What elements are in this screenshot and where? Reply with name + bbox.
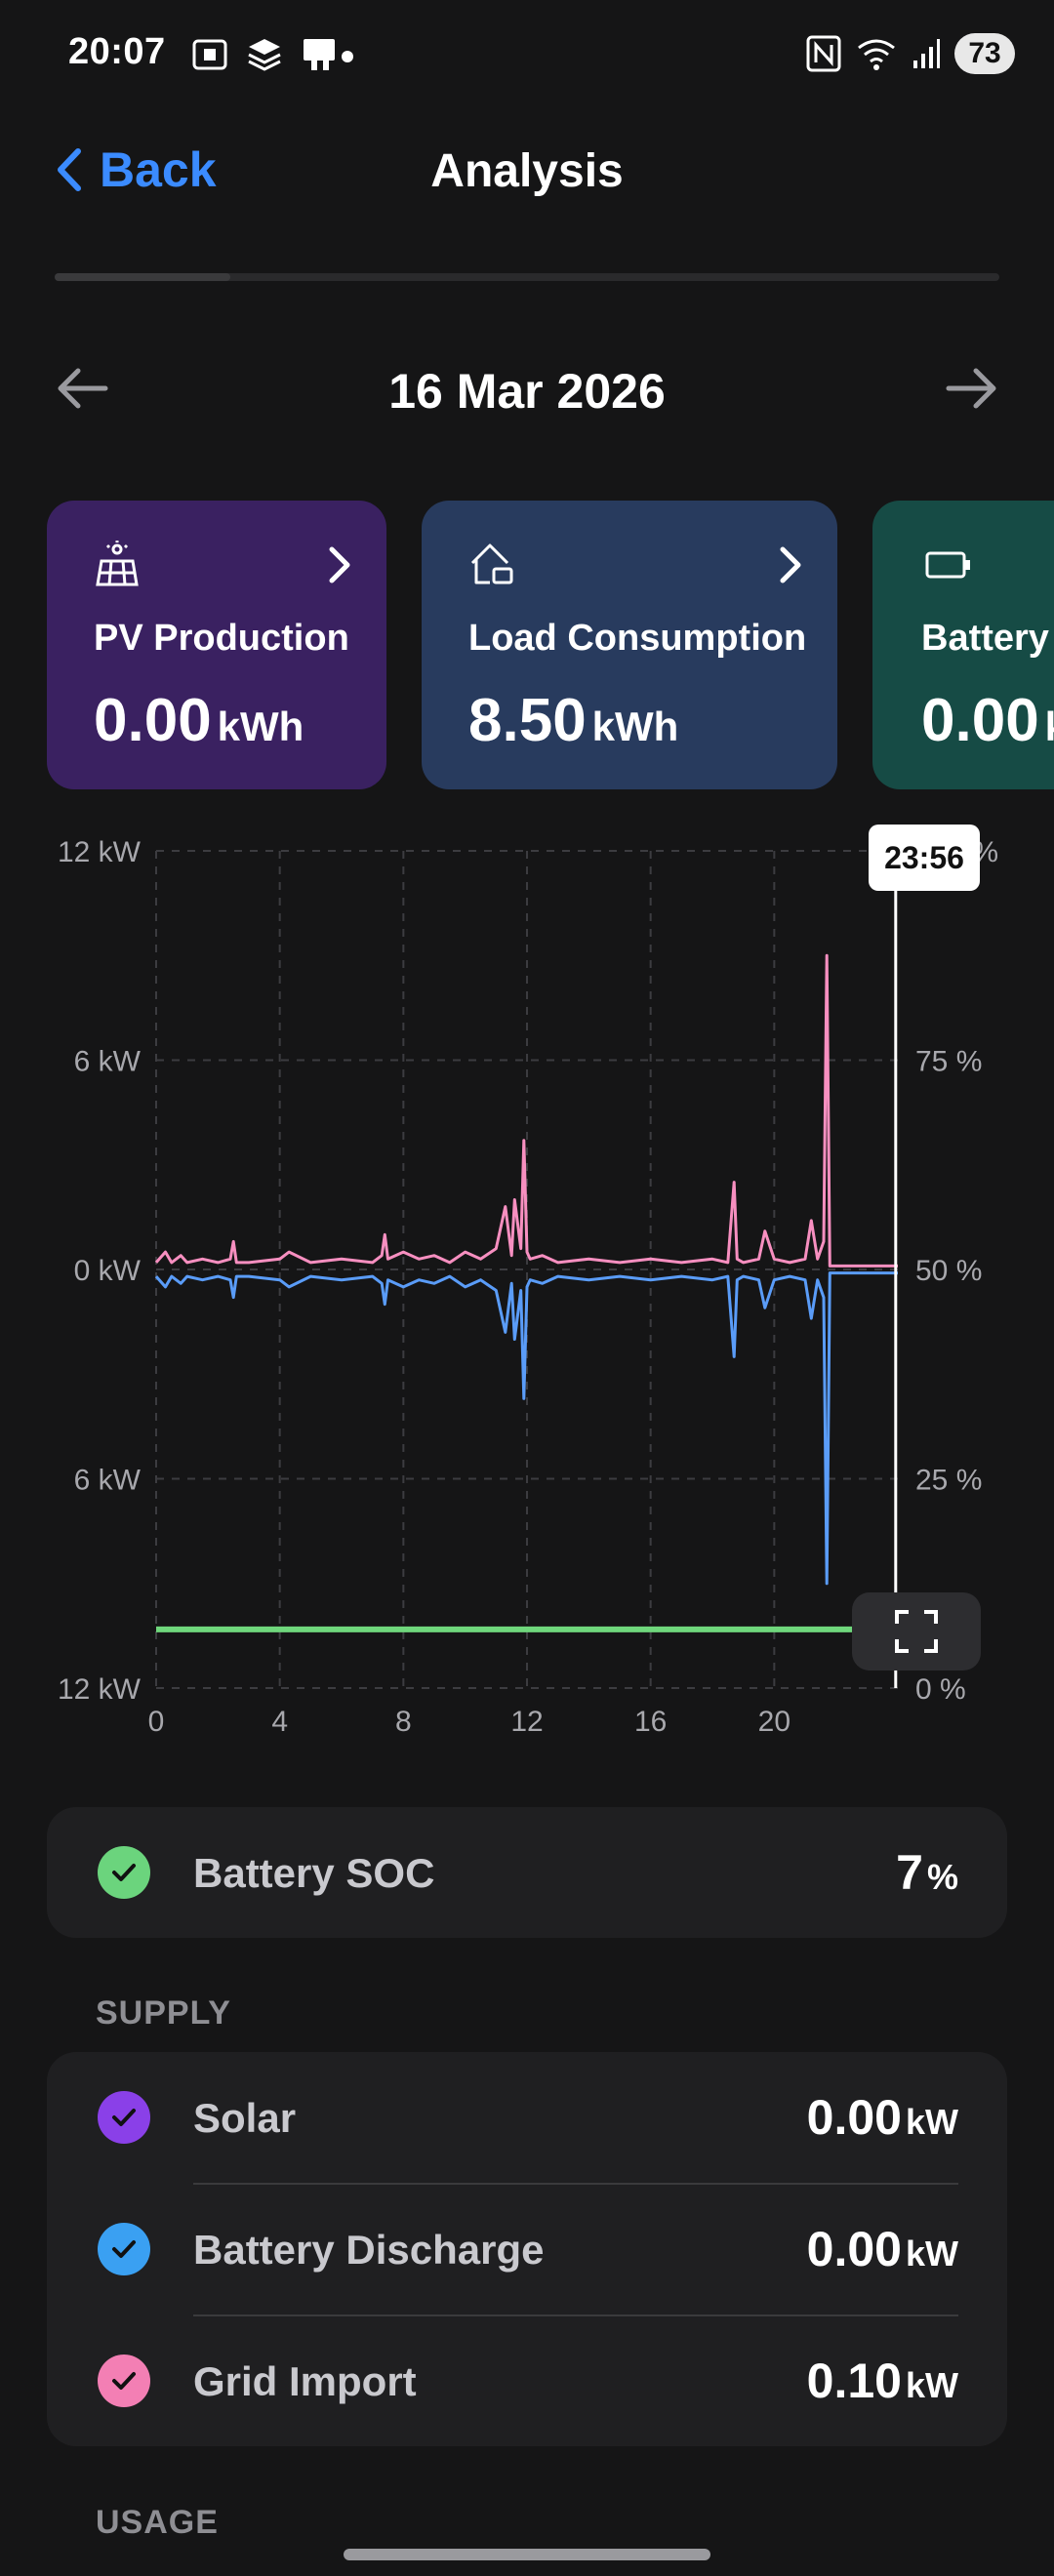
wifi-icon	[858, 39, 895, 70]
x-axis-tick: 16	[634, 1706, 667, 1738]
tab-scroll-thumb[interactable]	[55, 273, 230, 281]
left-axis-tick: 6 kW	[74, 1046, 142, 1078]
battery-icon	[925, 551, 970, 579]
supply-row-value: 0.10 kW	[806, 2354, 958, 2408]
left-axis-tick: 0 kW	[74, 1255, 142, 1287]
checkmark-icon[interactable]	[98, 2091, 150, 2144]
chevron-right-icon	[780, 546, 801, 584]
right-axis-tick: 25 %	[915, 1465, 982, 1497]
card-label: Load Consumption	[468, 618, 807, 659]
fullscreen-button[interactable]	[852, 1592, 981, 1670]
supply-row-value: 0.00 kW	[806, 2222, 958, 2276]
battery-soc-value: 7%	[896, 1845, 958, 1900]
battery-level-indicator: 73	[954, 33, 1015, 74]
fullscreen-icon	[895, 1610, 938, 1653]
supply-row-label: Solar	[193, 2095, 297, 2141]
left-axis-tick: 6 kW	[74, 1465, 142, 1497]
status-time: 20:07	[68, 31, 166, 72]
back-label: Back	[100, 142, 217, 197]
status-notification-icons	[189, 35, 340, 74]
card-value: 8.50 kWh	[468, 687, 679, 754]
left-axis-tick: 12 kW	[58, 836, 142, 868]
divider	[193, 2314, 958, 2316]
nfc-icon	[806, 35, 841, 72]
supply-row-value: 0.00 kW	[806, 2090, 958, 2145]
series-line-1	[154, 1271, 898, 1586]
battery-soc-row[interactable]: Battery SOC 7%	[47, 1807, 1007, 1938]
x-axis-tick: 12	[510, 1706, 543, 1738]
card-label: PV Production	[94, 618, 349, 659]
page-title: Analysis	[430, 145, 624, 197]
right-axis-tick: 75 %	[915, 1046, 982, 1078]
layers-icon	[248, 39, 281, 71]
right-axis-tick: 50 %	[915, 1255, 982, 1287]
x-axis-tick: 4	[271, 1706, 288, 1738]
x-axis-tick: 20	[758, 1706, 790, 1738]
supply-row-battery-discharge[interactable]: Battery Discharge 0.00 kW	[47, 2184, 1007, 2314]
supply-row-grid-import[interactable]: Grid Import 0.10 kW	[47, 2315, 1007, 2446]
tab-scroll-track	[55, 273, 999, 281]
checkmark-icon[interactable]	[98, 2355, 150, 2407]
right-axis-tick: 0 %	[915, 1673, 966, 1706]
left-axis-tick: 12 kW	[58, 1673, 142, 1706]
signal-icon	[913, 39, 940, 68]
selected-date[interactable]: 16 Mar 2026	[388, 364, 666, 419]
home-indicator[interactable]	[344, 2549, 710, 2560]
checkmark-icon[interactable]	[98, 1846, 150, 1899]
x-axis-tick: 8	[395, 1706, 412, 1738]
supply-row-solar[interactable]: Solar 0.00 kW	[47, 2052, 1007, 2183]
chevron-right-icon	[329, 546, 350, 584]
pv-production-card[interactable]: PV Production 0.00 kWh	[47, 501, 386, 789]
previous-day-button[interactable]	[53, 359, 111, 418]
next-day-button[interactable]	[943, 359, 1001, 418]
chevron-left-icon	[58, 148, 81, 191]
notification-dot	[342, 51, 353, 62]
battery-soc-panel: Battery SOC 7%	[47, 1807, 1007, 1938]
back-button[interactable]: Back	[55, 141, 217, 198]
status-system-icons: 73	[806, 33, 1015, 74]
device-icon	[304, 39, 335, 70]
supply-section-title: SUPPLY	[96, 1994, 231, 2032]
house-icon	[470, 543, 513, 584]
series-line-0	[154, 953, 898, 1268]
cursor-time-tooltip: 23:56	[869, 825, 980, 891]
divider	[193, 2183, 958, 2185]
usage-section-title: USAGE	[96, 2504, 219, 2541]
screenshot-icon	[192, 39, 227, 70]
checkmark-icon[interactable]	[98, 2223, 150, 2275]
supply-panel: Solar 0.00 kW Battery Discharge 0.00 kW Gr…	[47, 2052, 1007, 2446]
load-consumption-card[interactable]: Load Consumption 8.50 kWh	[422, 501, 837, 789]
battery-soc-label: Battery SOC	[193, 1850, 435, 1896]
x-axis-tick: 0	[148, 1706, 165, 1738]
supply-row-label: Battery Discharge	[193, 2227, 545, 2273]
supply-row-label: Grid Import	[193, 2358, 417, 2404]
solar-panel-icon	[96, 541, 139, 586]
card-label: Battery	[921, 618, 1049, 659]
